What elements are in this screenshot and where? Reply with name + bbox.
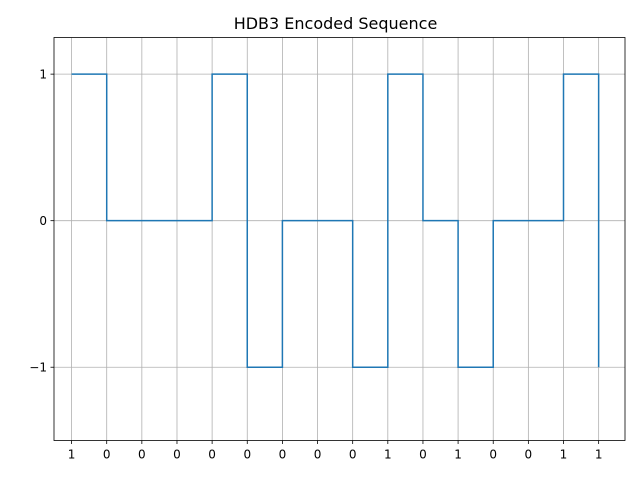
x-tick-label: 0 (314, 448, 322, 462)
x-tick-label: 0 (349, 448, 357, 462)
x-tick-label: 1 (595, 448, 603, 462)
x-tick-label: 0 (489, 448, 497, 462)
series-line (71, 73, 600, 368)
x-tick-label: 1 (384, 448, 392, 462)
y-tick-label: −1 (29, 361, 47, 375)
x-tick-label: 0 (525, 448, 533, 462)
x-tick-label: 1 (560, 448, 568, 462)
x-tick-label: 0 (173, 448, 181, 462)
x-tick-label: 0 (208, 448, 216, 462)
axis-ticks: 1 0 0 0 0 0 0 0 0 1 0 1 0 0 1 1 −1 0 1 (29, 68, 602, 462)
x-tick-label: 1 (68, 448, 76, 462)
y-tick-label: 0 (39, 214, 47, 228)
x-tick-label: 0 (138, 448, 146, 462)
series-layer (71, 73, 600, 368)
plot-frame (53, 37, 626, 441)
x-tick-label: 0 (243, 448, 251, 462)
x-tick-label: 0 (419, 448, 427, 462)
x-tick-label: 0 (103, 448, 111, 462)
x-tick-label: 1 (454, 448, 462, 462)
x-tick-label: 0 (279, 448, 287, 462)
chart-title: HDB3 Encoded Sequence (234, 14, 438, 33)
grid (54, 37, 625, 441)
y-tick-label: 1 (39, 68, 47, 82)
